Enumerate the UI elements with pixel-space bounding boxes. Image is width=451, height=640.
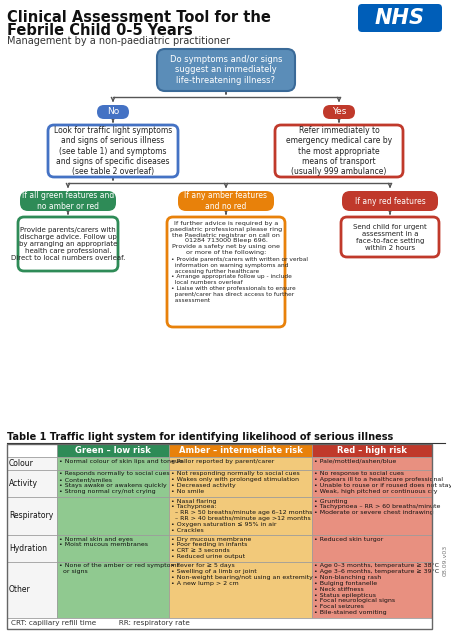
- FancyBboxPatch shape: [311, 497, 431, 535]
- FancyBboxPatch shape: [7, 497, 57, 535]
- Text: Green – low risk: Green – low risk: [75, 446, 151, 455]
- Text: Activity: Activity: [9, 479, 38, 488]
- Text: • No response to social cues
• Appears ill to a healthcare professional
• Unable: • No response to social cues • Appears i…: [313, 472, 451, 494]
- Text: If all green features and
no amber or red: If all green features and no amber or re…: [22, 191, 114, 211]
- Text: Amber – intermediate risk: Amber – intermediate risk: [178, 446, 302, 455]
- Text: • Not responding normally to social cues
• Wakes only with prolonged stimulation: • Not responding normally to social cues…: [170, 472, 299, 494]
- FancyBboxPatch shape: [341, 191, 437, 211]
- Text: If any red features: If any red features: [354, 196, 424, 205]
- Text: Refer immediately to
emergency medical care by
the most appropriate
means of tra: Refer immediately to emergency medical c…: [285, 125, 391, 176]
- Text: Yes: Yes: [331, 108, 345, 116]
- FancyBboxPatch shape: [169, 535, 311, 562]
- Text: Table 1 Traffic light system for identifying likelihood of serious illness: Table 1 Traffic light system for identif…: [7, 432, 392, 442]
- FancyBboxPatch shape: [340, 217, 438, 257]
- Text: Do symptoms and/or signs
suggest an immediately
life-threatening illness?: Do symptoms and/or signs suggest an imme…: [170, 55, 281, 85]
- FancyBboxPatch shape: [357, 4, 441, 32]
- FancyBboxPatch shape: [311, 535, 431, 562]
- FancyBboxPatch shape: [57, 497, 169, 535]
- FancyBboxPatch shape: [169, 457, 311, 470]
- FancyBboxPatch shape: [311, 562, 431, 618]
- Text: • Normal colour of skin lips and tongue: • Normal colour of skin lips and tongue: [59, 458, 183, 463]
- Text: • Responds normally to social cues
• Content/smiles
• Stays awake or awakens qui: • Responds normally to social cues • Con…: [59, 472, 169, 494]
- Text: Clinical Assessment Tool for the: Clinical Assessment Tool for the: [7, 10, 270, 25]
- Text: • Reduced skin turgor: • Reduced skin turgor: [313, 536, 382, 541]
- FancyBboxPatch shape: [18, 217, 118, 271]
- Text: • Dry mucous membrane
• Poor feeding in infants
• CRT ≥ 3 seconds
• Reduced urin: • Dry mucous membrane • Poor feeding in …: [170, 536, 251, 559]
- FancyBboxPatch shape: [169, 444, 311, 457]
- Text: • Age 0–3 months, temperature ≥ 38°C
• Age 3–6 months, temperature ≥ 39°C
• Non-: • Age 0–3 months, temperature ≥ 38°C • A…: [313, 563, 438, 615]
- Text: • Provide parents/carers with written or verbal
  information on warning symptom: • Provide parents/carers with written or…: [170, 257, 307, 303]
- FancyBboxPatch shape: [274, 125, 402, 177]
- FancyBboxPatch shape: [7, 457, 57, 470]
- Text: Provide parents/carers with
discharge advice. Follow up
by arranging an appropri: Provide parents/carers with discharge ad…: [11, 227, 125, 261]
- Text: Red – high risk: Red – high risk: [336, 446, 406, 455]
- FancyBboxPatch shape: [322, 105, 354, 119]
- FancyBboxPatch shape: [7, 562, 57, 618]
- Text: Febrile Child 0-5 Years: Febrile Child 0-5 Years: [7, 23, 192, 38]
- Text: NHS: NHS: [374, 8, 424, 28]
- FancyBboxPatch shape: [7, 618, 431, 629]
- Text: Management by a non-paediatric practitioner: Management by a non-paediatric practitio…: [7, 36, 230, 46]
- FancyBboxPatch shape: [57, 470, 169, 497]
- FancyBboxPatch shape: [169, 497, 311, 535]
- Text: CRT: capillary refill time          RR: respiratory rate: CRT: capillary refill time RR: respirato…: [11, 621, 189, 627]
- Text: If any amber features
and no red: If any amber features and no red: [184, 191, 267, 211]
- FancyBboxPatch shape: [20, 191, 116, 211]
- Text: • Normal skin and eyes
• Moist mucous membranes: • Normal skin and eyes • Moist mucous me…: [59, 536, 147, 547]
- FancyBboxPatch shape: [166, 217, 285, 327]
- FancyBboxPatch shape: [178, 191, 273, 211]
- FancyBboxPatch shape: [156, 49, 295, 91]
- Text: If further advice is required by a
paediatric professional please ring
the Paedi: If further advice is required by a paedi…: [170, 221, 281, 255]
- Text: • Fever for ≥ 5 days
• Swelling of a limb or joint
• Non-weight bearing/not usin: • Fever for ≥ 5 days • Swelling of a lim…: [170, 563, 312, 586]
- FancyBboxPatch shape: [7, 470, 57, 497]
- FancyBboxPatch shape: [311, 444, 431, 457]
- FancyBboxPatch shape: [311, 457, 431, 470]
- Text: • None of the amber or red symptoms
  or signs: • None of the amber or red symptoms or s…: [59, 563, 179, 574]
- Text: Colour: Colour: [9, 459, 34, 468]
- Text: Respiratory: Respiratory: [9, 511, 53, 520]
- FancyBboxPatch shape: [7, 535, 57, 562]
- FancyBboxPatch shape: [169, 470, 311, 497]
- Text: Other: Other: [9, 586, 31, 595]
- Text: 08.09.v03: 08.09.v03: [442, 545, 447, 575]
- FancyBboxPatch shape: [57, 562, 169, 618]
- FancyBboxPatch shape: [7, 444, 57, 457]
- Text: Hydration: Hydration: [9, 544, 47, 553]
- Text: • Grunting
• Tachypnoea – RR > 60 breaths/minute
• Moderate or severe chest indr: • Grunting • Tachypnoea – RR > 60 breath…: [313, 499, 439, 515]
- FancyBboxPatch shape: [169, 562, 311, 618]
- FancyBboxPatch shape: [57, 444, 169, 457]
- Text: • Pallor reported by parent/carer: • Pallor reported by parent/carer: [170, 458, 274, 463]
- Text: • Nasal flaring
• Tachypnoea:
  – RR > 50 breaths/minute age 6–12 months
  – RR : • Nasal flaring • Tachypnoea: – RR > 50 …: [170, 499, 312, 532]
- FancyBboxPatch shape: [97, 105, 129, 119]
- FancyBboxPatch shape: [57, 535, 169, 562]
- FancyBboxPatch shape: [57, 457, 169, 470]
- Text: • Pale/mottled/ashen/blue: • Pale/mottled/ashen/blue: [313, 458, 396, 463]
- Text: No: No: [106, 108, 119, 116]
- Text: Look for traffic light symptoms
and signs of serious illness
(see table 1) and s: Look for traffic light symptoms and sign…: [54, 125, 172, 176]
- FancyBboxPatch shape: [48, 125, 178, 177]
- FancyBboxPatch shape: [311, 470, 431, 497]
- Text: Send child for urgent
assessment in a
face-to-face setting
within 2 hours: Send child for urgent assessment in a fa…: [352, 223, 426, 250]
